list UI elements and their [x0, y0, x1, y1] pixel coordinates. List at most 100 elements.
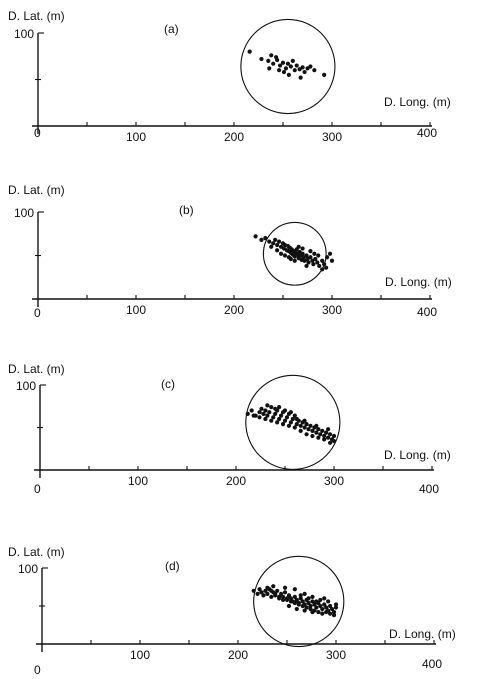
- x-tick-label: 300: [326, 648, 346, 662]
- data-point: [266, 58, 271, 64]
- data-point: [318, 597, 323, 603]
- data-point: [265, 591, 270, 596]
- data-point: [257, 587, 262, 592]
- x-tick-label: 400: [422, 657, 442, 671]
- data-point: [318, 432, 323, 437]
- data-point: [282, 253, 288, 258]
- data-point: [310, 594, 315, 599]
- x-tick-label: 200: [228, 648, 248, 662]
- panel-b: D. Lat. (m) 100 (b) D. Long. (m) 0 100 200 300 4…: [8, 183, 452, 320]
- data-point: [302, 608, 307, 613]
- data-point: [269, 405, 274, 410]
- data-point: [280, 597, 286, 603]
- x-tick-label: 0: [34, 482, 41, 496]
- x-tick-label: 200: [224, 130, 244, 144]
- data-point: [331, 613, 337, 618]
- data-point: [304, 432, 309, 437]
- data-point: [271, 61, 276, 66]
- data-point: [259, 590, 264, 595]
- data-point: [326, 599, 331, 604]
- data-point: [280, 60, 286, 65]
- x-tick-label: 400: [419, 482, 439, 496]
- data-point: [324, 609, 329, 615]
- data-point: [265, 403, 270, 408]
- panel-label: (d): [165, 559, 180, 573]
- data-point: [322, 602, 327, 607]
- data-point: [294, 597, 299, 603]
- y-axis-label: D. Lat. (m): [8, 9, 65, 23]
- data-point: [269, 53, 274, 58]
- data-point: [247, 49, 252, 54]
- data-point: [326, 435, 331, 440]
- data-point: [284, 415, 290, 420]
- data-point: [314, 599, 319, 604]
- data-point: [249, 408, 254, 413]
- data-point: [282, 585, 288, 590]
- data-point: [292, 258, 297, 263]
- data-point: [288, 256, 293, 262]
- data-point: [308, 64, 313, 69]
- data-point: [276, 239, 282, 244]
- data-point: [320, 258, 325, 263]
- data-point: [277, 594, 282, 599]
- data-point: [333, 605, 339, 610]
- data-point: [318, 603, 323, 609]
- data-point: [315, 260, 320, 265]
- confidence-circle: [253, 555, 345, 648]
- data-point: [273, 591, 278, 596]
- data-point: [304, 605, 309, 610]
- data-point: [278, 251, 284, 256]
- data-point: [290, 416, 295, 422]
- data-point: [304, 263, 309, 269]
- data-point: [282, 590, 288, 595]
- x-tick-label: 100: [126, 303, 146, 317]
- data-point: [292, 594, 297, 599]
- data-point: [327, 440, 333, 445]
- data-point: [276, 68, 282, 73]
- data-point: [300, 246, 305, 251]
- data-point: [320, 611, 325, 616]
- data-point: [314, 430, 319, 435]
- data-point: [316, 435, 321, 440]
- data-point: [308, 423, 313, 428]
- data-point: [282, 408, 288, 413]
- data-point: [302, 425, 307, 430]
- data-point: [324, 430, 329, 435]
- data-point: [263, 236, 268, 241]
- confidence-circle: [240, 18, 336, 115]
- data-point: [311, 262, 316, 267]
- data-point: [322, 437, 327, 442]
- panel-label: (c): [161, 377, 175, 391]
- data-point: [280, 594, 286, 599]
- data-point: [290, 58, 295, 64]
- x-tick-label: 200: [224, 303, 244, 317]
- data-point: [251, 413, 256, 418]
- data-point: [308, 606, 313, 612]
- data-point: [271, 241, 276, 246]
- data-point: [273, 237, 278, 242]
- data-point: [263, 416, 268, 422]
- data-point: [269, 244, 274, 249]
- data-point: [265, 585, 270, 590]
- x-tick-label: 0: [34, 306, 41, 320]
- data-point: [294, 63, 299, 68]
- data-point: [306, 427, 311, 432]
- data-point: [277, 405, 282, 410]
- data-point: [300, 251, 305, 256]
- data-point: [275, 242, 280, 248]
- x-tick-label: 400: [417, 126, 437, 140]
- data-point: [251, 588, 256, 593]
- data-point: [327, 251, 333, 256]
- x-axis-label: D. Long. (m): [384, 448, 451, 462]
- data-point: [263, 588, 268, 593]
- data-point: [283, 66, 289, 71]
- data-point: [306, 260, 311, 265]
- data-point: [294, 416, 299, 422]
- data-point: [298, 596, 303, 601]
- data-point: [296, 602, 301, 607]
- data-point: [275, 248, 280, 253]
- confidence-circle: [262, 221, 327, 286]
- data-point: [308, 603, 313, 609]
- x-tick-label: 200: [226, 474, 246, 488]
- y-axis-label: D. Lat. (m): [8, 183, 65, 197]
